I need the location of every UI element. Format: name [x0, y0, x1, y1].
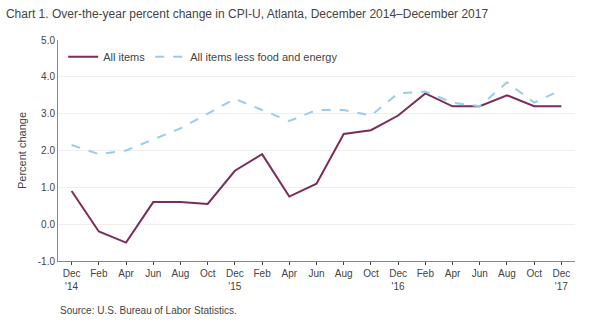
svg-text:Chart 1. Over-the-year percent: Chart 1. Over-the-year percent change in… — [6, 7, 489, 21]
svg-text:Feb: Feb — [90, 268, 108, 279]
svg-text:Oct: Oct — [200, 268, 216, 279]
svg-text:4.0: 4.0 — [41, 71, 55, 82]
svg-text:Dec'14: Dec'14 — [63, 268, 81, 292]
svg-text:0.0: 0.0 — [41, 219, 55, 230]
svg-text:Source: U.S. Bureau of Labor S: Source: U.S. Bureau of Labor Statistics. — [60, 305, 237, 316]
svg-text:5.0: 5.0 — [41, 35, 55, 46]
svg-text:All items less food and energy: All items less food and energy — [190, 51, 337, 63]
svg-text:Apr: Apr — [282, 268, 298, 279]
svg-text:Oct: Oct — [363, 268, 379, 279]
svg-text:2.0: 2.0 — [41, 145, 55, 156]
svg-text:Aug: Aug — [335, 268, 353, 279]
svg-text:1.0: 1.0 — [41, 182, 55, 193]
svg-text:Percent change: Percent change — [16, 112, 28, 189]
svg-text:Apr: Apr — [118, 268, 134, 279]
svg-text:-1.0: -1.0 — [38, 256, 56, 267]
svg-text:All items: All items — [103, 51, 145, 63]
svg-text:Dec'15: Dec'15 — [226, 268, 244, 292]
svg-text:Dec'16: Dec'16 — [389, 268, 407, 292]
svg-text:Feb: Feb — [417, 268, 435, 279]
svg-text:Feb: Feb — [253, 268, 271, 279]
svg-text:Apr: Apr — [445, 268, 461, 279]
svg-text:Jun: Jun — [308, 268, 324, 279]
svg-text:3.0: 3.0 — [41, 108, 55, 119]
svg-text:Aug: Aug — [498, 268, 516, 279]
svg-text:Dec'17: Dec'17 — [552, 268, 570, 292]
svg-text:Jun: Jun — [145, 268, 161, 279]
svg-text:Oct: Oct — [526, 268, 542, 279]
svg-text:Jun: Jun — [472, 268, 488, 279]
svg-text:Aug: Aug — [172, 268, 190, 279]
